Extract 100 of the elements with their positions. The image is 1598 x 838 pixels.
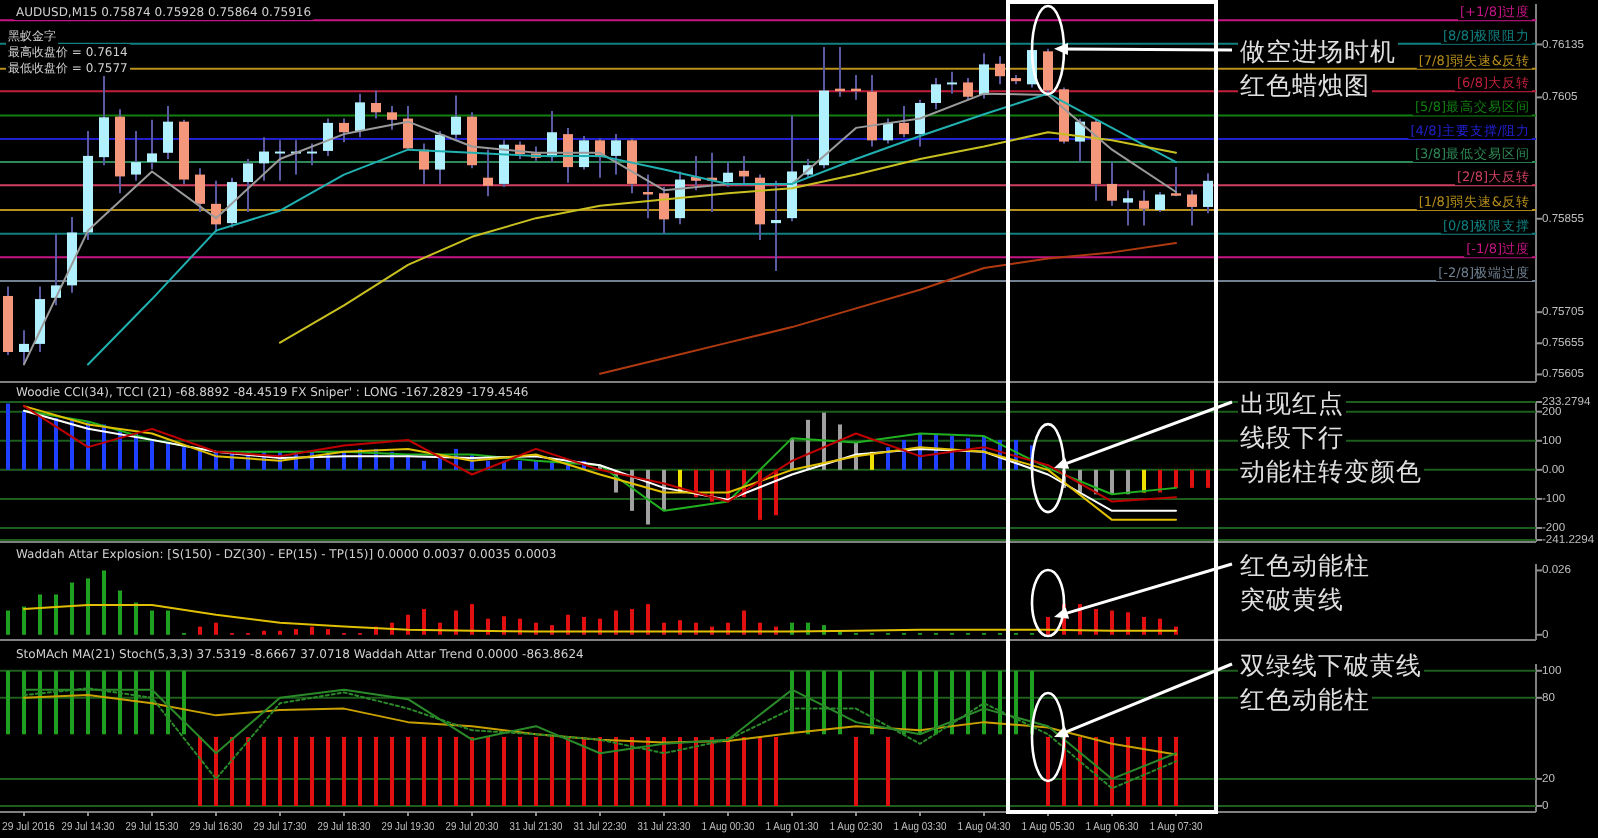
candlestick	[355, 92, 365, 139]
bar	[102, 570, 106, 635]
annotation: 红色蜡烛图	[1240, 70, 1370, 100]
bar	[886, 447, 890, 470]
bar	[630, 609, 634, 635]
bar	[38, 415, 42, 470]
bar	[406, 614, 410, 635]
candlestick	[387, 105, 397, 131]
bar	[86, 578, 90, 635]
bar	[1094, 609, 1098, 635]
bar	[134, 602, 138, 635]
bar	[150, 610, 154, 635]
candlestick	[1203, 172, 1213, 215]
candlestick	[339, 117, 349, 144]
annotation: 做空进场时机	[1240, 36, 1396, 66]
candlestick	[323, 117, 333, 157]
bar	[1110, 469, 1114, 495]
candlestick	[947, 70, 957, 95]
candlestick	[1187, 189, 1197, 227]
bar	[294, 629, 298, 635]
candlestick	[1123, 189, 1133, 227]
line-series	[279, 131, 1177, 344]
bar	[310, 626, 314, 635]
bar	[1206, 469, 1210, 488]
bar	[1126, 469, 1130, 495]
bar	[742, 610, 746, 635]
bar	[166, 610, 170, 635]
candlestick	[131, 129, 141, 182]
bar	[22, 410, 26, 470]
annotation: 线段下行	[1240, 422, 1344, 452]
bar	[198, 626, 202, 635]
candlestick	[931, 77, 941, 111]
candlestick	[19, 329, 29, 366]
candlestick	[163, 105, 173, 161]
candlestick	[99, 73, 109, 167]
line-series	[23, 694, 1177, 756]
line-series	[23, 604, 1177, 633]
bar	[214, 622, 218, 635]
candlestick	[195, 167, 205, 213]
candlestick	[1139, 189, 1149, 227]
candlestick	[419, 142, 429, 185]
bar	[1158, 469, 1162, 493]
bar	[150, 439, 154, 470]
bar	[1126, 612, 1130, 635]
bar	[6, 610, 10, 635]
annotation: 双绿线下破黄线	[1240, 650, 1422, 680]
annotation: 出现红点	[1240, 388, 1344, 418]
candlestick	[227, 176, 237, 229]
candlestick	[723, 161, 733, 189]
candlestick	[403, 105, 413, 151]
bar	[1110, 610, 1114, 635]
candlestick	[979, 52, 989, 100]
candlestick	[371, 89, 381, 120]
candlestick	[755, 173, 765, 241]
bar	[326, 629, 330, 635]
bar	[838, 424, 842, 470]
bar	[470, 604, 474, 635]
bar	[166, 442, 170, 470]
candlestick	[435, 129, 445, 185]
bar	[566, 614, 570, 635]
candlestick	[899, 105, 909, 139]
candlestick	[307, 142, 317, 167]
candlestick	[1171, 166, 1181, 198]
bar	[1190, 469, 1194, 488]
bar	[6, 403, 10, 470]
candlestick	[1107, 161, 1117, 207]
bar	[646, 604, 650, 635]
bar	[70, 582, 74, 635]
annotation: 动能柱转变颜色	[1240, 456, 1422, 486]
annotation: 红色动能柱	[1240, 684, 1370, 714]
line-series	[599, 242, 1177, 375]
candlestick	[659, 186, 669, 235]
candlestick	[35, 285, 45, 353]
bar	[182, 447, 186, 470]
bar	[422, 609, 426, 635]
bar	[54, 418, 58, 470]
bar	[1142, 469, 1146, 493]
bar	[1174, 469, 1178, 488]
bar	[454, 610, 458, 635]
annotation: 突破黄线	[1240, 584, 1344, 614]
bar	[118, 590, 122, 635]
annotation: 红色动能柱	[1240, 550, 1370, 580]
candlestick	[451, 94, 461, 140]
bar	[518, 460, 522, 470]
candlestick	[259, 136, 269, 182]
bar	[614, 610, 618, 635]
candlestick	[627, 137, 637, 195]
candlestick	[611, 133, 621, 176]
candlestick	[1043, 47, 1053, 95]
candlestick	[787, 114, 797, 223]
candlestick	[915, 98, 925, 148]
candlestick	[275, 139, 285, 182]
bar	[54, 594, 58, 635]
candlestick	[883, 117, 893, 145]
candlestick	[483, 148, 493, 198]
candlestick	[147, 118, 157, 171]
candlestick	[243, 158, 253, 213]
candlestick	[771, 179, 781, 273]
candlestick	[1155, 191, 1165, 213]
bar	[422, 460, 426, 470]
